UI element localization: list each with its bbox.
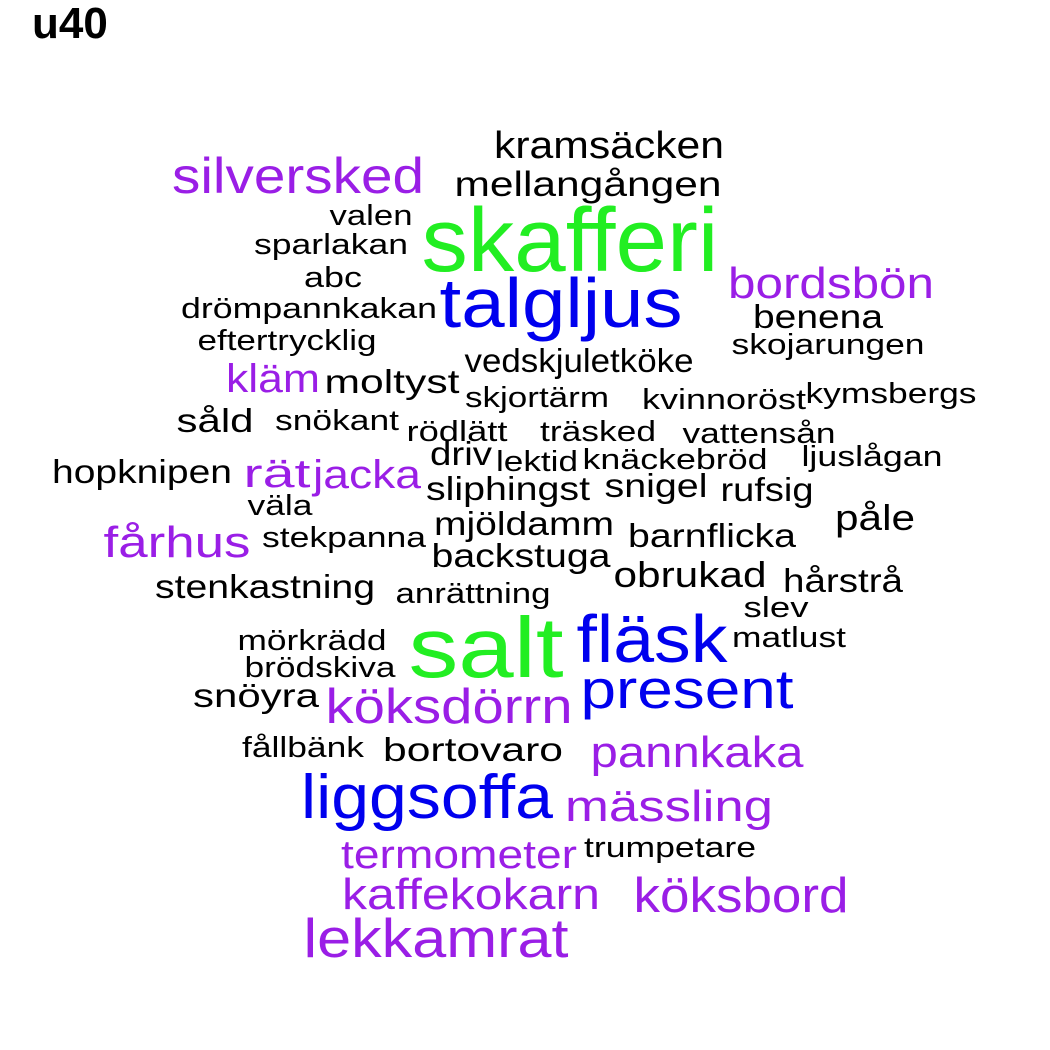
word-sliphingst: sliphingst xyxy=(426,470,590,507)
word-kymsbergs: kymsbergs xyxy=(806,378,977,410)
word-harstra: hårstrå xyxy=(783,562,904,599)
word-koksbord: köksbord xyxy=(634,869,849,923)
word-lekkamrat: lekkamrat xyxy=(304,907,569,969)
word-snoyra: snöyra xyxy=(193,677,320,714)
chart-title: u40 xyxy=(32,0,108,48)
word-skojarungen: skojarungen xyxy=(732,329,925,361)
word-vala: väla xyxy=(248,490,314,522)
word-skafferi: skafferi xyxy=(422,191,719,291)
word-abc: abc xyxy=(304,262,362,294)
word-eftertrycklig: eftertrycklig xyxy=(198,325,377,357)
word-jacka: jacka xyxy=(312,453,422,497)
word-sparlakan: sparlakan xyxy=(254,229,408,261)
word-sald: såld xyxy=(177,402,254,439)
word-klam: kläm xyxy=(226,357,320,401)
word-slev: slev xyxy=(744,592,810,624)
word-rufsig: rufsig xyxy=(721,471,814,508)
word-valen: valen xyxy=(330,200,413,232)
word-trasked: träsked xyxy=(540,416,656,448)
word-ljuslagan: ljuslågan xyxy=(802,441,943,473)
word-anrattning: anrättning xyxy=(396,578,551,610)
word-massling: mässling xyxy=(565,782,773,831)
word-matlust: matlust xyxy=(732,622,846,654)
word-snigel: snigel xyxy=(605,467,708,504)
word-morkradd: mörkrädd xyxy=(238,625,387,657)
word-koksdorrn: köksdörrn xyxy=(326,680,573,734)
word-hopknipen: hopknipen xyxy=(52,453,232,490)
word-rodlatt: rödlätt xyxy=(407,416,508,448)
word-rat: rät xyxy=(244,452,311,496)
word-present: present xyxy=(581,658,794,720)
word-kvinnorost: kvinnoröst xyxy=(642,384,806,416)
word-driv: driv xyxy=(430,435,493,472)
word-liggsoffa: liggsoffa xyxy=(301,763,554,832)
word-kaffekokarn: kaffekokarn xyxy=(342,870,600,919)
word-fallbank: fållbänk xyxy=(242,732,365,764)
word-stenkastning: stenkastning xyxy=(155,568,375,605)
word-stekpanna: stekpanna xyxy=(262,522,427,554)
word-mjoldamm: mjöldamm xyxy=(434,505,614,542)
word-bortovaro: bortovaro xyxy=(383,731,563,768)
word-pale: påle xyxy=(835,497,915,538)
word-trumpetare: trumpetare xyxy=(584,832,756,864)
word-lektid: lektid xyxy=(496,446,578,478)
word-termometer: termometer xyxy=(341,833,577,877)
word-snokant: snökant xyxy=(275,405,399,437)
word-mellangangen: mellangången xyxy=(455,165,722,204)
word-silversked: silversked xyxy=(172,148,424,204)
word-barnflicka: barnflicka xyxy=(628,517,797,554)
word-drompannkakan: drömpannkakan xyxy=(181,293,437,325)
word-benena: benena xyxy=(753,298,884,335)
word-kramsacken: kramsäcken xyxy=(494,125,724,167)
word-bordsbon: bordsbön xyxy=(728,259,934,308)
word-vattensan: vattensån xyxy=(683,418,836,450)
word-moltyst: moltyst xyxy=(325,363,460,400)
word-talgljus: talgljus xyxy=(440,264,683,342)
word-pannkaka: pannkaka xyxy=(591,728,805,777)
word-vedskjuletkoke: vedskjuletköke xyxy=(465,342,694,379)
word-brodskiva: brödskiva xyxy=(245,652,397,684)
word-backstuga: backstuga xyxy=(432,537,612,574)
word-farhus: fårhus xyxy=(104,518,251,567)
word-flask: fläsk xyxy=(577,602,729,677)
word-obrukad: obrukad xyxy=(614,554,767,595)
word-knackebrod: knäckebröd xyxy=(583,444,768,476)
word-skjortarm: skjortärm xyxy=(465,382,609,414)
word-salt: salt xyxy=(409,601,564,696)
